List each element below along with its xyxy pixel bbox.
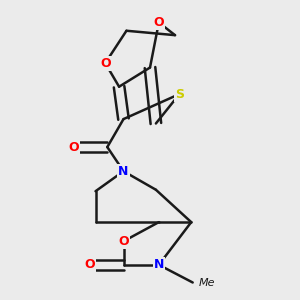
Text: O: O xyxy=(68,141,79,154)
Text: S: S xyxy=(175,88,184,100)
Text: O: O xyxy=(84,258,95,271)
Text: O: O xyxy=(154,16,164,29)
Text: N: N xyxy=(154,258,164,271)
Text: O: O xyxy=(118,235,129,248)
Text: N: N xyxy=(118,165,129,178)
Text: Me: Me xyxy=(199,278,215,287)
Text: O: O xyxy=(100,57,111,70)
